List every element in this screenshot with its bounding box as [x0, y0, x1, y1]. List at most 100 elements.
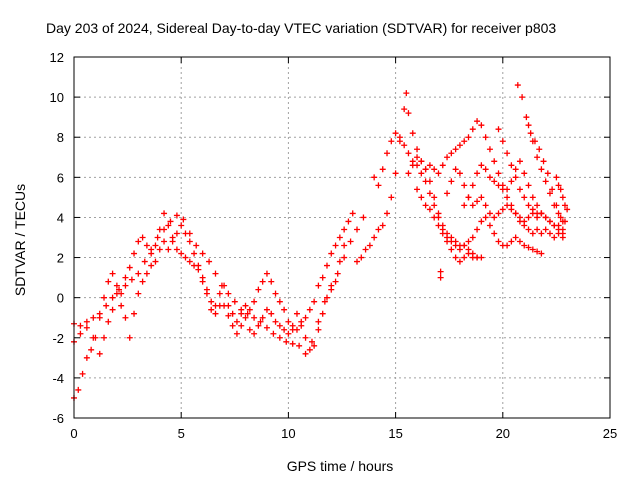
data-point-marker: [302, 350, 309, 357]
data-point-marker: [88, 346, 95, 353]
data-point-marker: [182, 230, 189, 237]
data-point-marker: [154, 234, 161, 241]
data-point-marker: [182, 254, 189, 261]
data-point-marker: [139, 234, 146, 241]
data-point-marker: [491, 230, 498, 237]
data-point-marker: [323, 262, 330, 269]
data-point-marker: [525, 182, 532, 189]
y-tick-label: 8: [57, 130, 64, 145]
data-point-marker: [195, 262, 202, 269]
data-point-marker: [332, 278, 339, 285]
y-tick-label: 4: [57, 210, 64, 225]
data-point-marker: [231, 298, 238, 305]
data-point-marker: [559, 226, 566, 233]
data-point-marker: [409, 162, 416, 169]
data-point-marker: [388, 138, 395, 145]
data-point-marker: [272, 318, 279, 325]
data-point-marker: [206, 258, 213, 265]
data-point-marker: [553, 174, 560, 181]
data-point-marker: [405, 150, 412, 157]
data-point-marker: [229, 310, 236, 317]
data-point-marker: [482, 166, 489, 173]
data-point-marker: [544, 170, 551, 177]
x-tick-label: 15: [388, 426, 402, 441]
data-point-marker: [328, 286, 335, 293]
data-point-marker: [461, 138, 468, 145]
data-series: [405, 118, 566, 241]
data-point-marker: [165, 246, 172, 253]
data-point-marker: [347, 238, 354, 245]
data-point-marker: [281, 326, 288, 333]
data-point-marker: [101, 294, 108, 301]
data-series: [495, 126, 545, 217]
data-point-marker: [414, 186, 421, 193]
data-point-marker: [83, 324, 90, 331]
data-point-marker: [302, 334, 309, 341]
data-point-marker: [403, 90, 410, 97]
x-axis-label: GPS time / hours: [286, 458, 394, 474]
data-point-marker: [366, 242, 373, 249]
data-point-marker: [525, 244, 532, 251]
data-point-marker: [435, 222, 442, 229]
data-point-marker: [486, 210, 493, 217]
data-series: [514, 82, 568, 225]
data-point-marker: [388, 194, 395, 201]
data-point-marker: [328, 250, 335, 257]
data-point-marker: [135, 270, 142, 277]
data-point-marker: [491, 214, 498, 221]
data-point-marker: [508, 206, 515, 213]
data-point-marker: [461, 182, 468, 189]
data-point-marker: [538, 166, 545, 173]
data-point-marker: [474, 118, 481, 125]
data-point-marker: [218, 282, 225, 289]
data-point-marker: [504, 186, 511, 193]
y-tick-label: 10: [50, 90, 64, 105]
data-point-marker: [229, 322, 236, 329]
data-point-marker: [456, 246, 463, 253]
data-point-marker: [456, 258, 463, 265]
data-point-marker: [83, 354, 90, 361]
data-point-marker: [444, 154, 451, 161]
data-point-marker: [293, 326, 300, 333]
data-point-marker: [529, 206, 536, 213]
data-point-marker: [169, 238, 176, 245]
data-point-marker: [422, 166, 429, 173]
data-point-marker: [242, 314, 249, 321]
data-point-marker: [437, 274, 444, 281]
data-point-marker: [409, 130, 416, 137]
data-point-marker: [482, 214, 489, 221]
data-point-marker: [474, 254, 481, 261]
data-point-marker: [283, 338, 290, 345]
data-point-marker: [341, 254, 348, 261]
data-point-marker: [469, 202, 476, 209]
data-series: [437, 268, 444, 281]
data-point-marker: [418, 194, 425, 201]
data-point-marker: [396, 134, 403, 141]
data-point-marker: [414, 154, 421, 161]
data-point-marker: [289, 340, 296, 347]
data-point-marker: [161, 226, 168, 233]
data-point-marker: [293, 310, 300, 317]
data-point-marker: [178, 250, 185, 257]
data-point-marker: [233, 318, 240, 325]
data-point-marker: [186, 258, 193, 265]
data-point-marker: [534, 202, 541, 209]
data-point-marker: [444, 234, 451, 241]
data-point-marker: [555, 210, 562, 217]
data-point-marker: [321, 298, 328, 305]
data-point-marker: [306, 346, 313, 353]
data-series: [553, 174, 571, 213]
data-point-marker: [495, 210, 502, 217]
data-point-marker: [276, 322, 283, 329]
data-point-marker: [512, 166, 519, 173]
data-point-marker: [495, 126, 502, 133]
data-point-marker: [375, 226, 382, 233]
data-point-marker: [156, 246, 163, 253]
data-point-marker: [105, 278, 112, 285]
data-point-marker: [375, 182, 382, 189]
data-point-marker: [499, 138, 506, 145]
data-point-marker: [255, 322, 262, 329]
x-tick-label: 20: [496, 426, 510, 441]
chart-title: Day 203 of 2024, Sidereal Day-to-day VTE…: [46, 20, 557, 36]
data-point-marker: [180, 216, 187, 223]
